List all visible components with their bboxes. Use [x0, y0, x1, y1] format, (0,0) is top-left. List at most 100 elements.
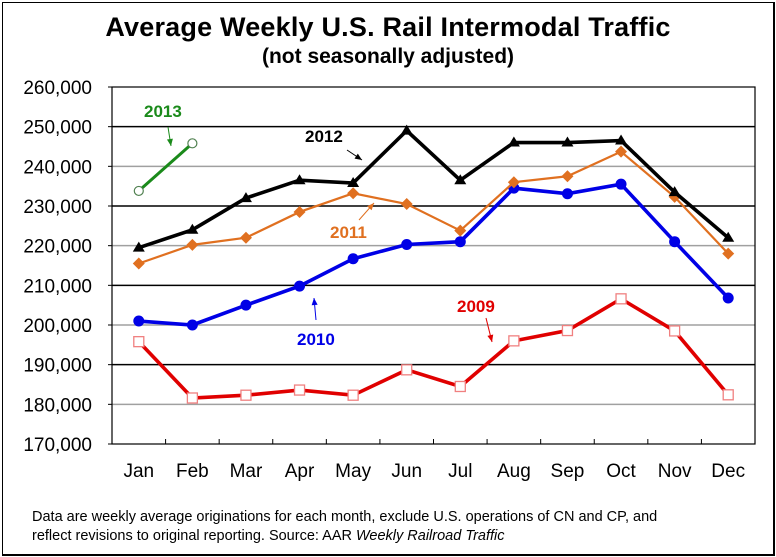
data-point-2011 [132, 257, 145, 270]
gridlines [112, 125, 755, 406]
plot-area [111, 86, 756, 445]
data-point-2009 [722, 389, 734, 401]
annotation-2012: 2012 [305, 127, 363, 161]
data-point-2010 [294, 280, 306, 292]
y-tick-label: 190,000 [23, 356, 92, 377]
data-point-2012 [507, 136, 520, 147]
data-point-2012 [239, 192, 252, 203]
data-point-2009 [347, 389, 359, 401]
series-line-2009 [137, 296, 730, 400]
annotation-2011: 2011 [330, 202, 375, 242]
data-point-2009 [240, 389, 252, 401]
data-point-2009 [454, 380, 466, 393]
series-2011 [132, 145, 735, 270]
x-tick-label-dec: Dec [711, 461, 745, 482]
data-point-2010 [722, 292, 734, 304]
data-point-2009 [186, 392, 199, 404]
data-point-2011 [507, 176, 520, 189]
x-tick-label-oct: Oct [606, 461, 636, 482]
data-point-2012 [400, 124, 413, 135]
data-point-2012 [132, 241, 145, 252]
data-point-2010 [669, 236, 681, 248]
data-point-2009 [508, 335, 520, 347]
footnote-source-title: Weekly Railroad Traffic [355, 528, 505, 544]
footnote-line-1: Data are weekly average originations for… [32, 509, 658, 525]
series-line-2013 [137, 142, 194, 193]
data-point-2012 [186, 223, 199, 234]
annotation-arrowhead-2009 [487, 334, 494, 342]
data-point-2010 [240, 299, 252, 311]
annotation-arrowhead-2013 [166, 138, 173, 146]
data-point-2009 [561, 324, 574, 337]
x-tick-label-aug: Aug [497, 461, 531, 482]
y-axis-ticks: 170,000 180,000 190,000 200,000 210,000 220,0… [23, 78, 112, 456]
data-point-2013 [133, 185, 144, 197]
series-2013 [133, 138, 198, 197]
y-tick-label: 250,000 [23, 118, 92, 139]
data-point-2009 [401, 364, 413, 376]
x-axis-ticks: Jan Feb Mar Apr May Jun Jul Aug Sep Oct Nov Dec [123, 439, 745, 482]
annotation-label-2013: 2013 [144, 102, 182, 121]
y-tick-label: 240,000 [23, 157, 92, 178]
annotation-label-2011: 2011 [330, 223, 367, 242]
data-point-2010 [186, 319, 198, 331]
x-tick-label-jun: Jun [391, 461, 422, 482]
footnote-line-2-text: reflect revisions to original reporting.… [32, 528, 356, 544]
chart-subtitle: (not seasonally adjusted) [261, 45, 515, 68]
data-point-2011 [454, 224, 467, 237]
data-point-2012 [722, 231, 735, 242]
data-point-2010 [454, 236, 466, 248]
data-point-2011 [561, 170, 574, 183]
x-tick-label-nov: Nov [658, 461, 692, 482]
data-point-2010 [561, 188, 573, 200]
series-2012 [132, 124, 735, 252]
y-tick-label: 230,000 [23, 197, 92, 218]
chart-title: Average Weekly U.S. Rail Intermodal Traf… [105, 12, 671, 42]
data-point-2011 [722, 247, 735, 260]
annotation-arrowhead-2010 [311, 298, 318, 306]
y-tick-label: 260,000 [23, 78, 92, 99]
annotation-2010: 2010 [297, 297, 335, 349]
data-point-2010 [401, 238, 413, 250]
data-point-2009 [133, 336, 145, 348]
data-point-2011 [186, 238, 199, 251]
data-point-2011 [239, 231, 252, 244]
annotation-arrowhead-2011 [367, 203, 374, 211]
data-point-2012 [454, 174, 467, 185]
y-tick-label: 210,000 [23, 276, 92, 297]
data-point-2013 [187, 138, 198, 149]
x-tick-label-jan: Jan [123, 461, 154, 482]
data-point-2012 [561, 136, 574, 147]
y-tick-label: 220,000 [23, 237, 92, 258]
data-point-2010 [347, 253, 359, 265]
data-point-2011 [293, 205, 306, 218]
data-point-2012 [668, 186, 681, 197]
annotation-label-2012: 2012 [305, 127, 343, 146]
data-point-2009 [668, 325, 681, 337]
y-tick-label: 170,000 [23, 435, 92, 456]
annotation-label-2009: 2009 [457, 297, 495, 316]
x-tick-label-may: May [335, 461, 371, 482]
series-2010 [133, 178, 734, 331]
series-line-2011 [138, 150, 730, 265]
annotation-2013: 2013 [144, 102, 182, 147]
data-point-2012 [347, 176, 360, 187]
footnote-line-2: reflect revisions to original reporting.… [32, 527, 762, 546]
data-point-2011 [615, 145, 628, 158]
annotation-label-2010: 2010 [297, 330, 335, 349]
y-tick-label: 180,000 [23, 395, 92, 416]
series-line-2012 [138, 128, 730, 250]
data-point-2012 [293, 174, 306, 185]
data-point-2012 [615, 134, 628, 145]
data-point-2009 [615, 293, 627, 305]
y-tick-label: 200,000 [23, 316, 92, 337]
annotations-group: 2013 2012 2011 2010 2009 [144, 102, 495, 349]
data-point-2011 [400, 198, 413, 211]
x-tick-label-sep: Sep [551, 461, 585, 482]
series-group [132, 124, 735, 404]
series-2009 [133, 293, 734, 404]
annotation-arrowhead-2012 [354, 153, 362, 160]
footnote: Data are weekly average originations for… [32, 508, 762, 546]
